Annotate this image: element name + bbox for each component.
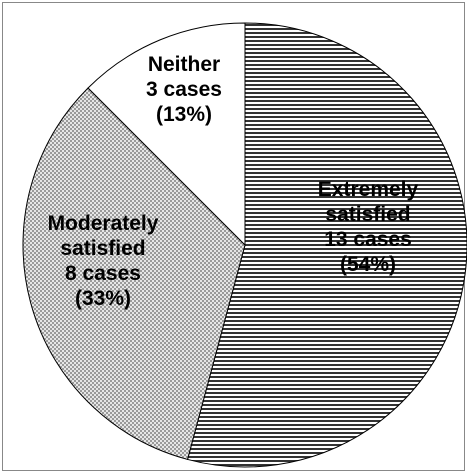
- slice-label-line: Neither: [148, 53, 220, 76]
- pie-slice-moderately-satisfied: [22, 87, 246, 461]
- slice-label-line: Moderately: [48, 212, 159, 235]
- slice-label-neither: Neither 3 cases (13%): [146, 53, 222, 126]
- slice-label-line: 8 cases: [65, 262, 141, 285]
- slice-label-line: (13%): [156, 103, 212, 126]
- pie-slice-neither: [87, 22, 246, 247]
- slice-label-line: (54%): [340, 253, 396, 276]
- slice-label-moderately-satisfied: Moderately satisfied 8 cases (33%): [48, 212, 159, 310]
- slice-label-line: satisfied: [325, 203, 410, 226]
- slice-label-extremely-satisfied: Extremely satisfied 13 cases (54%): [318, 178, 419, 276]
- slice-label-line: 13 cases: [324, 228, 412, 251]
- slice-label-line: Extremely: [318, 178, 419, 201]
- slice-label-line: 3 cases: [146, 78, 222, 101]
- slice-label-line: (33%): [75, 287, 131, 310]
- slice-label-line: satisfied: [60, 237, 145, 260]
- pie-slice-extremely-satisfied: [186, 22, 467, 468]
